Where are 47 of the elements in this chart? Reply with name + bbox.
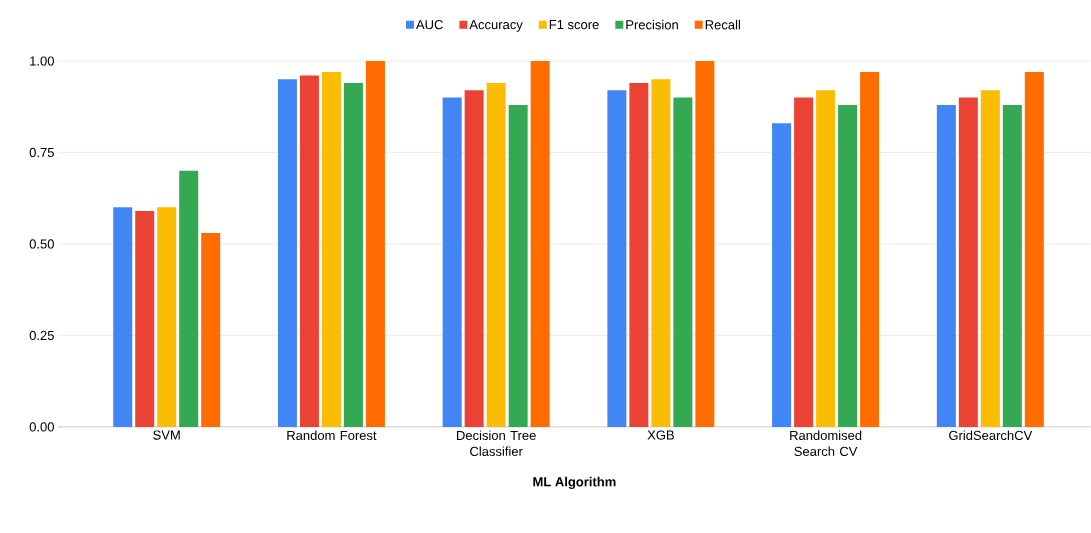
legend-label: F1 score — [549, 20, 599, 30]
y-tick-label: 0.75 — [29, 147, 54, 158]
legend-label: Recall — [705, 19, 740, 30]
bar — [157, 207, 177, 427]
bar — [201, 233, 221, 427]
bar — [464, 90, 484, 427]
x-tick-label: Randomised Search CV — [790, 430, 862, 457]
x-axis-title: ML Algorithm — [533, 476, 616, 490]
x-tick-label: Random Forest — [287, 430, 377, 441]
bar — [629, 82, 649, 427]
y-tick-label: 1.00 — [30, 56, 54, 66]
bar — [794, 97, 814, 427]
bar — [958, 97, 978, 427]
bar — [651, 79, 671, 427]
bar — [299, 75, 319, 427]
bar — [135, 211, 155, 427]
bar — [486, 82, 506, 427]
bar — [343, 82, 363, 427]
bar — [277, 79, 297, 427]
legend-label: AUC — [415, 20, 443, 30]
bar — [508, 104, 528, 427]
bar — [530, 61, 550, 427]
bar — [442, 97, 462, 427]
bar — [1002, 104, 1022, 427]
bar — [936, 104, 956, 427]
bar — [113, 207, 133, 427]
bar — [695, 61, 715, 427]
bar — [838, 104, 858, 427]
bar — [607, 90, 627, 427]
legend-label: Accuracy — [469, 20, 523, 32]
x-tick-label: SVM — [153, 430, 180, 440]
bar — [673, 97, 693, 427]
y-tick-label: 0.25 — [29, 330, 54, 341]
x-tick-label: GridSearchCV — [949, 430, 1033, 441]
x-tick-label: Decision Tree Classifier — [457, 430, 536, 457]
bar — [816, 90, 836, 427]
bar — [860, 72, 880, 427]
bar — [365, 61, 385, 427]
bar — [1024, 72, 1044, 427]
bar — [980, 90, 1000, 427]
y-tick-label: 0.50 — [29, 239, 54, 249]
bar — [179, 170, 199, 427]
x-tick-label: XGB — [647, 430, 674, 440]
bar — [321, 72, 341, 427]
bar — [772, 123, 792, 427]
legend-label: Precision — [626, 19, 678, 30]
y-tick-label: 0.00 — [29, 422, 54, 432]
